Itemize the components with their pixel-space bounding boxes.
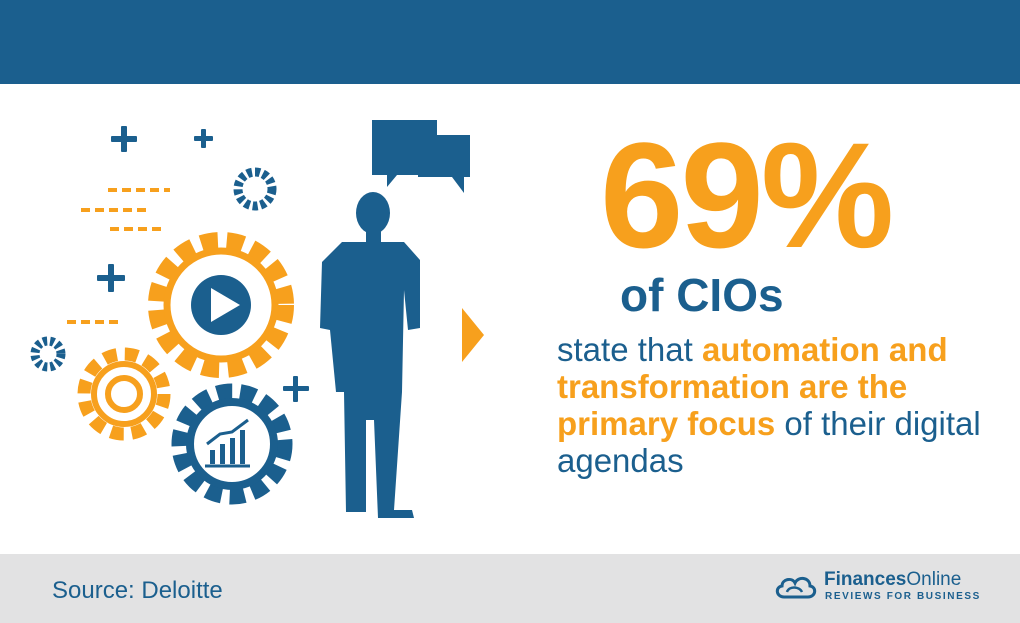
source-citation: Source: Deloitte	[52, 577, 223, 604]
stat-description: state that automation and transformation…	[557, 331, 1012, 480]
logo-name-regular: Online	[906, 569, 962, 590]
pointer-arrow	[462, 308, 484, 362]
sparkle-icon	[97, 126, 309, 402]
logo-tagline: REVIEWS FOR BUSINESS	[825, 591, 981, 602]
dash-lines	[67, 188, 170, 324]
logo-name-bold: Finances	[824, 569, 907, 590]
businessman-silhouette-icon	[320, 192, 420, 518]
description-highlight: automation and transformation are the pr…	[557, 331, 948, 442]
financesonline-logo[interactable]: FinancesOnline REVIEWS FOR BUSINESS	[772, 568, 992, 608]
gear-icon	[77, 347, 171, 441]
stat-subject: of CIOs	[620, 269, 784, 321]
description-text: state that	[557, 331, 702, 368]
header-banner	[0, 0, 1020, 84]
gear-icon	[30, 167, 277, 372]
footer-bar	[0, 554, 1020, 623]
gear-chart-icon	[171, 383, 293, 505]
speech-bubbles-icon	[372, 120, 470, 193]
logo-name: FinancesOnline	[824, 569, 961, 591]
illustration	[30, 120, 470, 518]
stat-percentage: 69%	[600, 111, 894, 279]
cloud-logo-icon	[775, 577, 817, 599]
gear-play-icon	[148, 232, 294, 378]
description-text: of their digital agendas	[557, 404, 981, 479]
